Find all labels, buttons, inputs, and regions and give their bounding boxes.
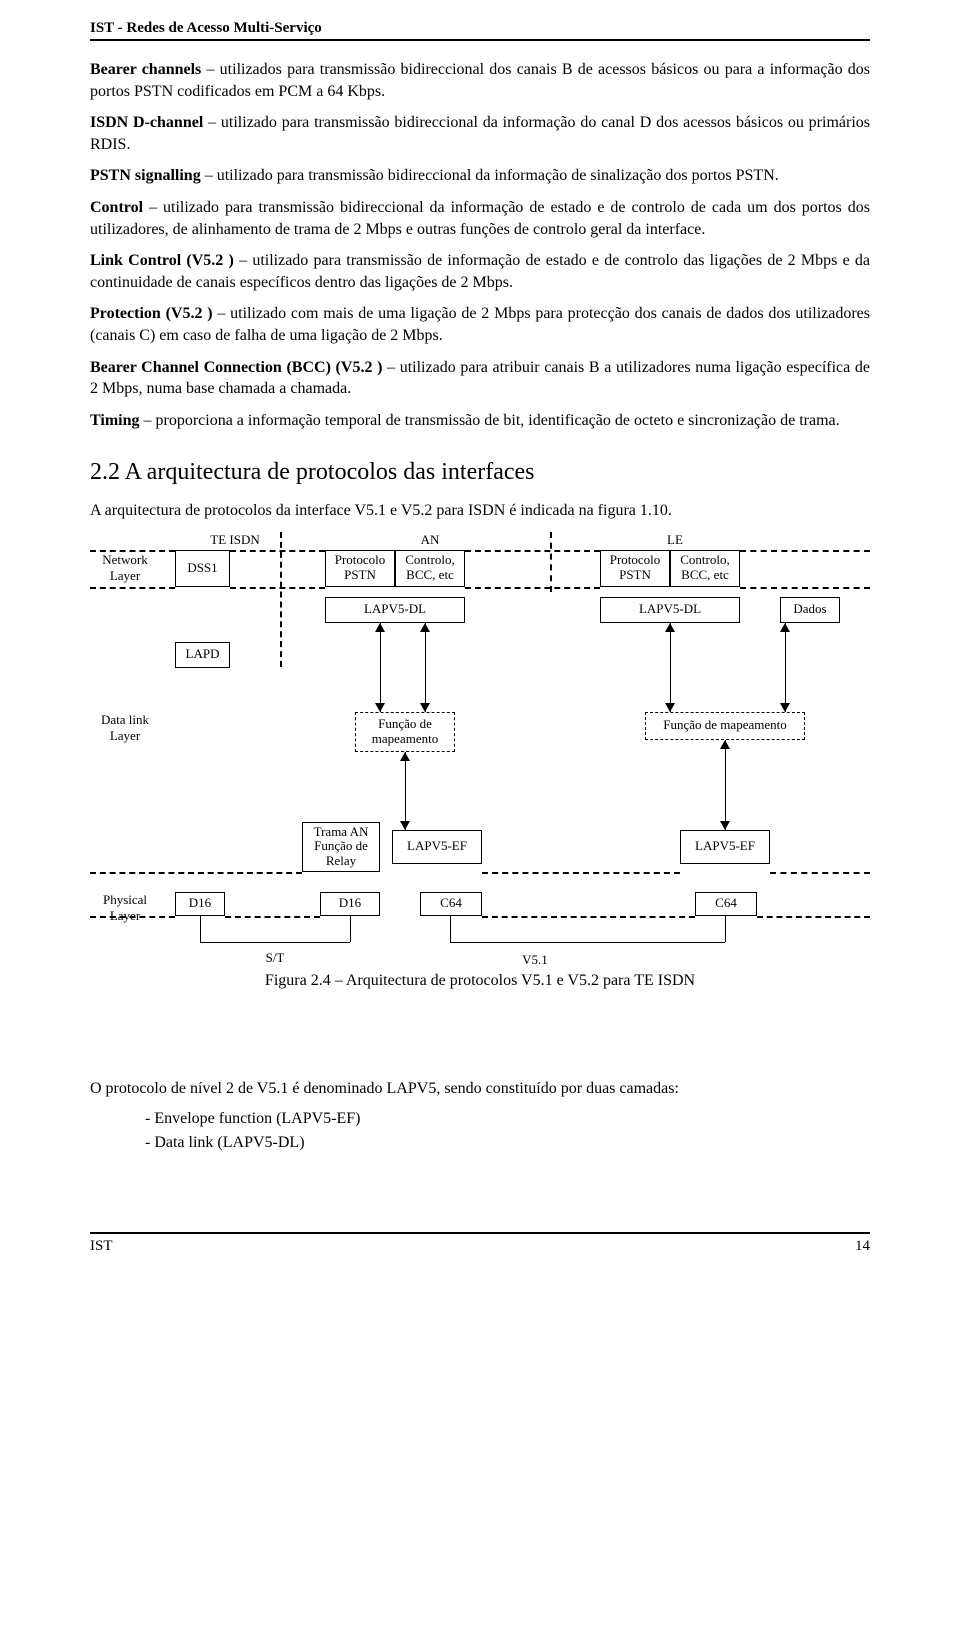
arrow-icon	[400, 821, 410, 830]
divider	[90, 550, 175, 552]
arrow-icon	[665, 703, 675, 712]
box-d16-te: D16	[175, 892, 225, 916]
arrow-icon	[780, 703, 790, 712]
box-proto-pstn-an: ProtocoloPSTN	[325, 550, 395, 587]
connector	[350, 916, 351, 942]
term: Timing	[90, 412, 140, 429]
connector	[785, 623, 786, 712]
footer-page-number: 14	[855, 1238, 870, 1255]
text: – utilizado para transmissão bidireccion…	[201, 167, 779, 184]
col-an: AN	[410, 532, 450, 548]
arrow-icon	[665, 623, 675, 632]
connector	[725, 916, 726, 942]
divider	[482, 872, 680, 874]
box-lapv5ef-an: LAPV5-EF	[392, 830, 482, 864]
divider	[757, 916, 870, 918]
figure-caption: Figura 2.4 – Arquitectura de protocolos …	[90, 972, 870, 990]
arrow-icon	[780, 623, 790, 632]
col-te-isdn: TE ISDN	[200, 532, 270, 548]
para-bcc: Bearer Channel Connection (BCC) (V5.2 ) …	[90, 357, 870, 400]
footer-left: IST	[90, 1238, 113, 1255]
term: PSTN signalling	[90, 167, 201, 184]
box-c64-le: C64	[695, 892, 757, 916]
term: Protection (V5.2 )	[90, 305, 213, 322]
connector	[405, 752, 406, 830]
para-arch-intro: A arquitectura de protocolos da interfac…	[90, 500, 870, 522]
para-isdn-d: ISDN D-channel – utilizado para transmis…	[90, 112, 870, 155]
col-le: LE	[655, 532, 695, 548]
term: ISDN D-channel	[90, 114, 203, 131]
divider	[90, 916, 175, 918]
term: Bearer Channel Connection (BCC) (V5.2 )	[90, 359, 382, 376]
box-dss1: DSS1	[175, 550, 230, 587]
arrow-icon	[400, 752, 410, 761]
box-func-map-le: Função de mapeamento	[645, 712, 805, 740]
box-proto-pstn-le: ProtocoloPSTN	[600, 550, 670, 587]
layer-label-network: NetworkLayer	[90, 552, 160, 584]
box-c64-an: C64	[420, 892, 482, 916]
connector	[450, 942, 725, 943]
para-bearer: Bearer channels – utilizados para transm…	[90, 59, 870, 102]
page-footer: IST 14	[90, 1232, 870, 1255]
box-lapv5dl-an: LAPV5-DL	[325, 597, 465, 623]
divider	[740, 587, 870, 589]
page-header: IST - Redes de Acesso Multi-Serviço	[90, 20, 870, 41]
para-timing: Timing – proporciona a informação tempor…	[90, 410, 870, 432]
divider	[740, 550, 870, 552]
term: Bearer channels	[90, 61, 201, 78]
divider	[465, 550, 600, 552]
box-func-map-an: Função demapeamento	[355, 712, 455, 752]
para-lapv5-intro: O protocolo de nível 2 de V5.1 é denomin…	[90, 1078, 870, 1100]
divider	[90, 872, 302, 874]
para-control: Control – utilizado para transmissão bid…	[90, 197, 870, 240]
protocol-architecture-diagram: TE ISDN AN LE NetworkLayer DSS1 Protocol…	[90, 532, 870, 1072]
para-pstn-sig: PSTN signalling – utilizado para transmi…	[90, 165, 870, 187]
box-trama-relay: Trama ANFunção deRelay	[302, 822, 380, 872]
box-dados: Dados	[780, 597, 840, 623]
connector	[450, 916, 451, 942]
divider	[90, 587, 175, 589]
connector	[425, 623, 426, 712]
box-ctrl-bcc-le: Controlo,BCC, etc	[670, 550, 740, 587]
box-lapd: LAPD	[175, 642, 230, 668]
arrow-icon	[375, 703, 385, 712]
divider	[230, 587, 325, 589]
box-d16-an: D16	[320, 892, 380, 916]
arrow-icon	[420, 703, 430, 712]
connector	[200, 916, 201, 942]
connector	[725, 740, 726, 830]
term: Link Control (V5.2 )	[90, 252, 234, 269]
section-heading: 2.2 A arquitectura de protocolos das int…	[90, 459, 870, 486]
box-lapv5dl-le: LAPV5-DL	[600, 597, 740, 623]
para-link-control: Link Control (V5.2 ) – utilizado para tr…	[90, 250, 870, 293]
arrow-icon	[375, 623, 385, 632]
bullet-datalink: - Data link (LAPV5-DL)	[145, 1134, 870, 1152]
connector	[200, 942, 350, 943]
layer-label-datalink: Data linkLayer	[90, 712, 160, 744]
bullet-envelope: - Envelope function (LAPV5-EF)	[145, 1110, 870, 1128]
text: – utilizados para transmissão bidireccio…	[90, 61, 870, 100]
layer-label-physical: PhysicalLayer	[90, 892, 160, 924]
connector	[670, 623, 671, 712]
para-protection: Protection (V5.2 ) – utilizado com mais …	[90, 303, 870, 346]
box-ctrl-bcc-an: Controlo,BCC, etc	[395, 550, 465, 587]
divider	[770, 872, 870, 874]
arrow-icon	[720, 740, 730, 749]
divider	[465, 587, 600, 589]
arrow-icon	[720, 821, 730, 830]
arrow-icon	[420, 623, 430, 632]
text: – utilizado para transmissão bidireccion…	[90, 199, 870, 238]
divider	[550, 532, 552, 592]
label-st: S/T	[255, 950, 295, 966]
text: – utilizado para transmissão bidireccion…	[90, 114, 870, 153]
connector	[380, 623, 381, 712]
label-v51: V5.1	[510, 952, 560, 968]
box-lapv5ef-le: LAPV5-EF	[680, 830, 770, 864]
divider	[482, 916, 695, 918]
divider	[230, 550, 325, 552]
term: Control	[90, 199, 143, 216]
divider	[280, 532, 282, 667]
text: – proporciona a informação temporal de t…	[140, 412, 840, 429]
divider	[225, 916, 320, 918]
